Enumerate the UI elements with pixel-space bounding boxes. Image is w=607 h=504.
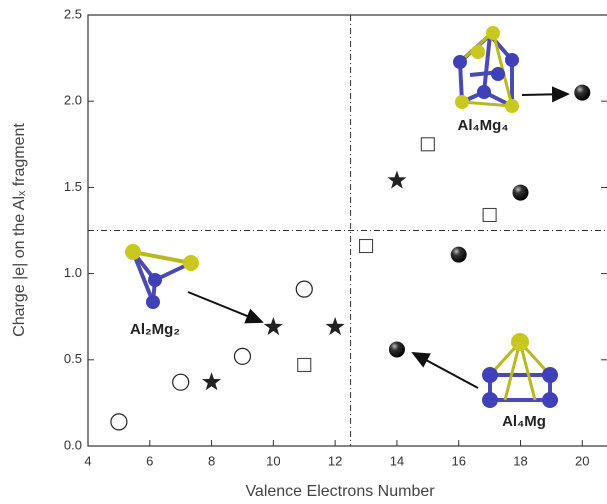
point: [360, 240, 373, 253]
point: [298, 358, 311, 371]
point: [326, 317, 345, 335]
chart: Valence Electrons Number Charge |e| on t…: [0, 0, 607, 504]
point: [387, 171, 406, 189]
y-tick-label: 2.5: [64, 6, 82, 21]
y-axis-title: Charge |e| on the Alₓ fragment: [11, 123, 28, 337]
x-tick-label: 8: [208, 453, 215, 468]
arrow: [188, 292, 262, 322]
x-tick-label: 20: [575, 453, 589, 468]
point: [389, 341, 405, 357]
x-tick-label: 14: [390, 453, 404, 468]
point: [234, 348, 250, 364]
molecule-al4mg4: [453, 26, 519, 113]
y-tick-label: 1.5: [64, 179, 82, 194]
molecule-al2mg2: [125, 244, 199, 309]
point: [111, 414, 127, 430]
point: [173, 374, 189, 390]
arrow: [522, 94, 568, 95]
y-tick-label: 0.0: [64, 437, 82, 452]
x-tick-label: 4: [84, 453, 91, 468]
y-tick-label: 0.5: [64, 351, 82, 366]
x-tick-label: 10: [266, 453, 280, 468]
annotation: Al₄Mg₄: [458, 117, 509, 134]
point: [264, 317, 283, 335]
y-tick-label: 2.0: [64, 93, 82, 108]
point: [483, 208, 496, 221]
point: [574, 85, 590, 101]
point: [296, 281, 312, 297]
arrow: [413, 353, 478, 388]
point: [513, 185, 529, 201]
x-axis-title: Valence Electrons Number: [245, 483, 435, 500]
molecule-al4mg: [482, 333, 558, 408]
point: [202, 372, 221, 390]
x-tick-label: 6: [146, 453, 153, 468]
x-tick-label: 16: [451, 453, 465, 468]
x-tick-label: 18: [513, 453, 527, 468]
x-tick-label: 12: [328, 453, 342, 468]
y-tick-label: 1.0: [64, 265, 82, 280]
annotation: Al₂Mg₂: [130, 321, 180, 338]
point: [451, 247, 467, 263]
annotation: Al₄Mg: [502, 413, 546, 430]
point: [421, 138, 434, 151]
